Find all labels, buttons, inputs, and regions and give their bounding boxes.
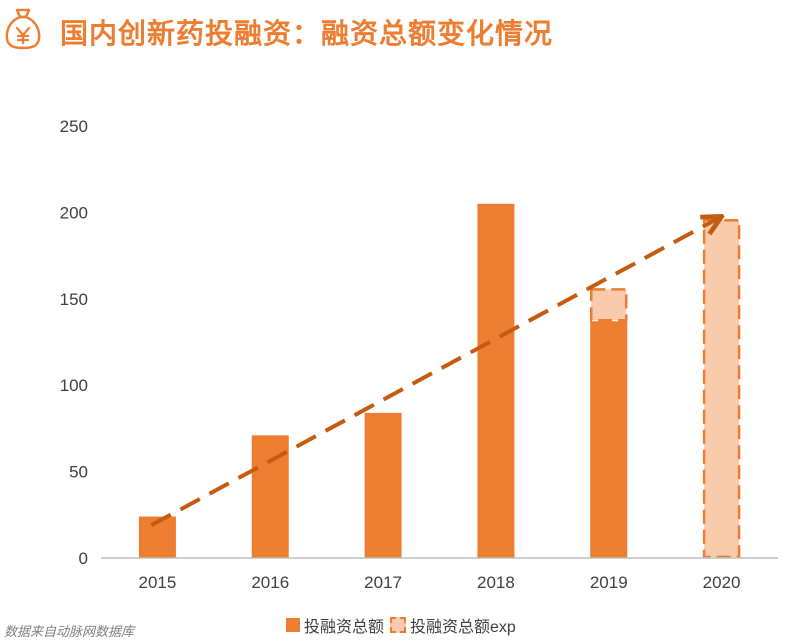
- x-tick-label-2016: 2016: [251, 573, 289, 592]
- legend-label-exp: 投融资总额exp: [410, 619, 516, 636]
- chart-legend: 投融资总额 投融资总额exp: [286, 612, 522, 638]
- x-tick-label-2020: 2020: [703, 573, 741, 592]
- legend-label-total: 投融资总额: [304, 619, 385, 636]
- bar-total-2018: [477, 203, 515, 558]
- bar-exp-2019: [590, 288, 628, 322]
- x-tick-label-2019: 2019: [590, 573, 628, 592]
- y-tick-label-0: 0: [79, 549, 88, 568]
- y-tick-label-50: 50: [69, 463, 88, 482]
- page-title: 国内创新药投融资：融资总额变化情况: [60, 18, 554, 49]
- source-note: 数据来自动脉网数据库: [4, 624, 135, 639]
- bar-exp-2020: [702, 219, 741, 559]
- legend-swatch-exp: [390, 617, 407, 633]
- bar-total-2017: [364, 412, 402, 558]
- trend-arrow: [150, 218, 719, 527]
- legend-item-exp: 投融资总额exp: [390, 613, 516, 637]
- legend-swatch-total: [286, 618, 300, 632]
- legend-item-total: 投融资总额: [286, 613, 384, 637]
- x-tick-label-2017: 2017: [364, 573, 402, 592]
- x-tick-label-2015: 2015: [139, 573, 177, 592]
- x-tick-label-2018: 2018: [477, 573, 515, 592]
- y-tick-label-100: 100: [60, 376, 88, 395]
- bar-total-2019: [590, 321, 628, 558]
- y-tick-label-250: 250: [60, 117, 88, 136]
- money-bag-yen-icon: [5, 8, 41, 50]
- y-tick-label-150: 150: [60, 290, 88, 309]
- y-tick-label-200: 200: [60, 203, 88, 222]
- header: 国内创新药投融资：融资总额变化情况: [0, 0, 793, 60]
